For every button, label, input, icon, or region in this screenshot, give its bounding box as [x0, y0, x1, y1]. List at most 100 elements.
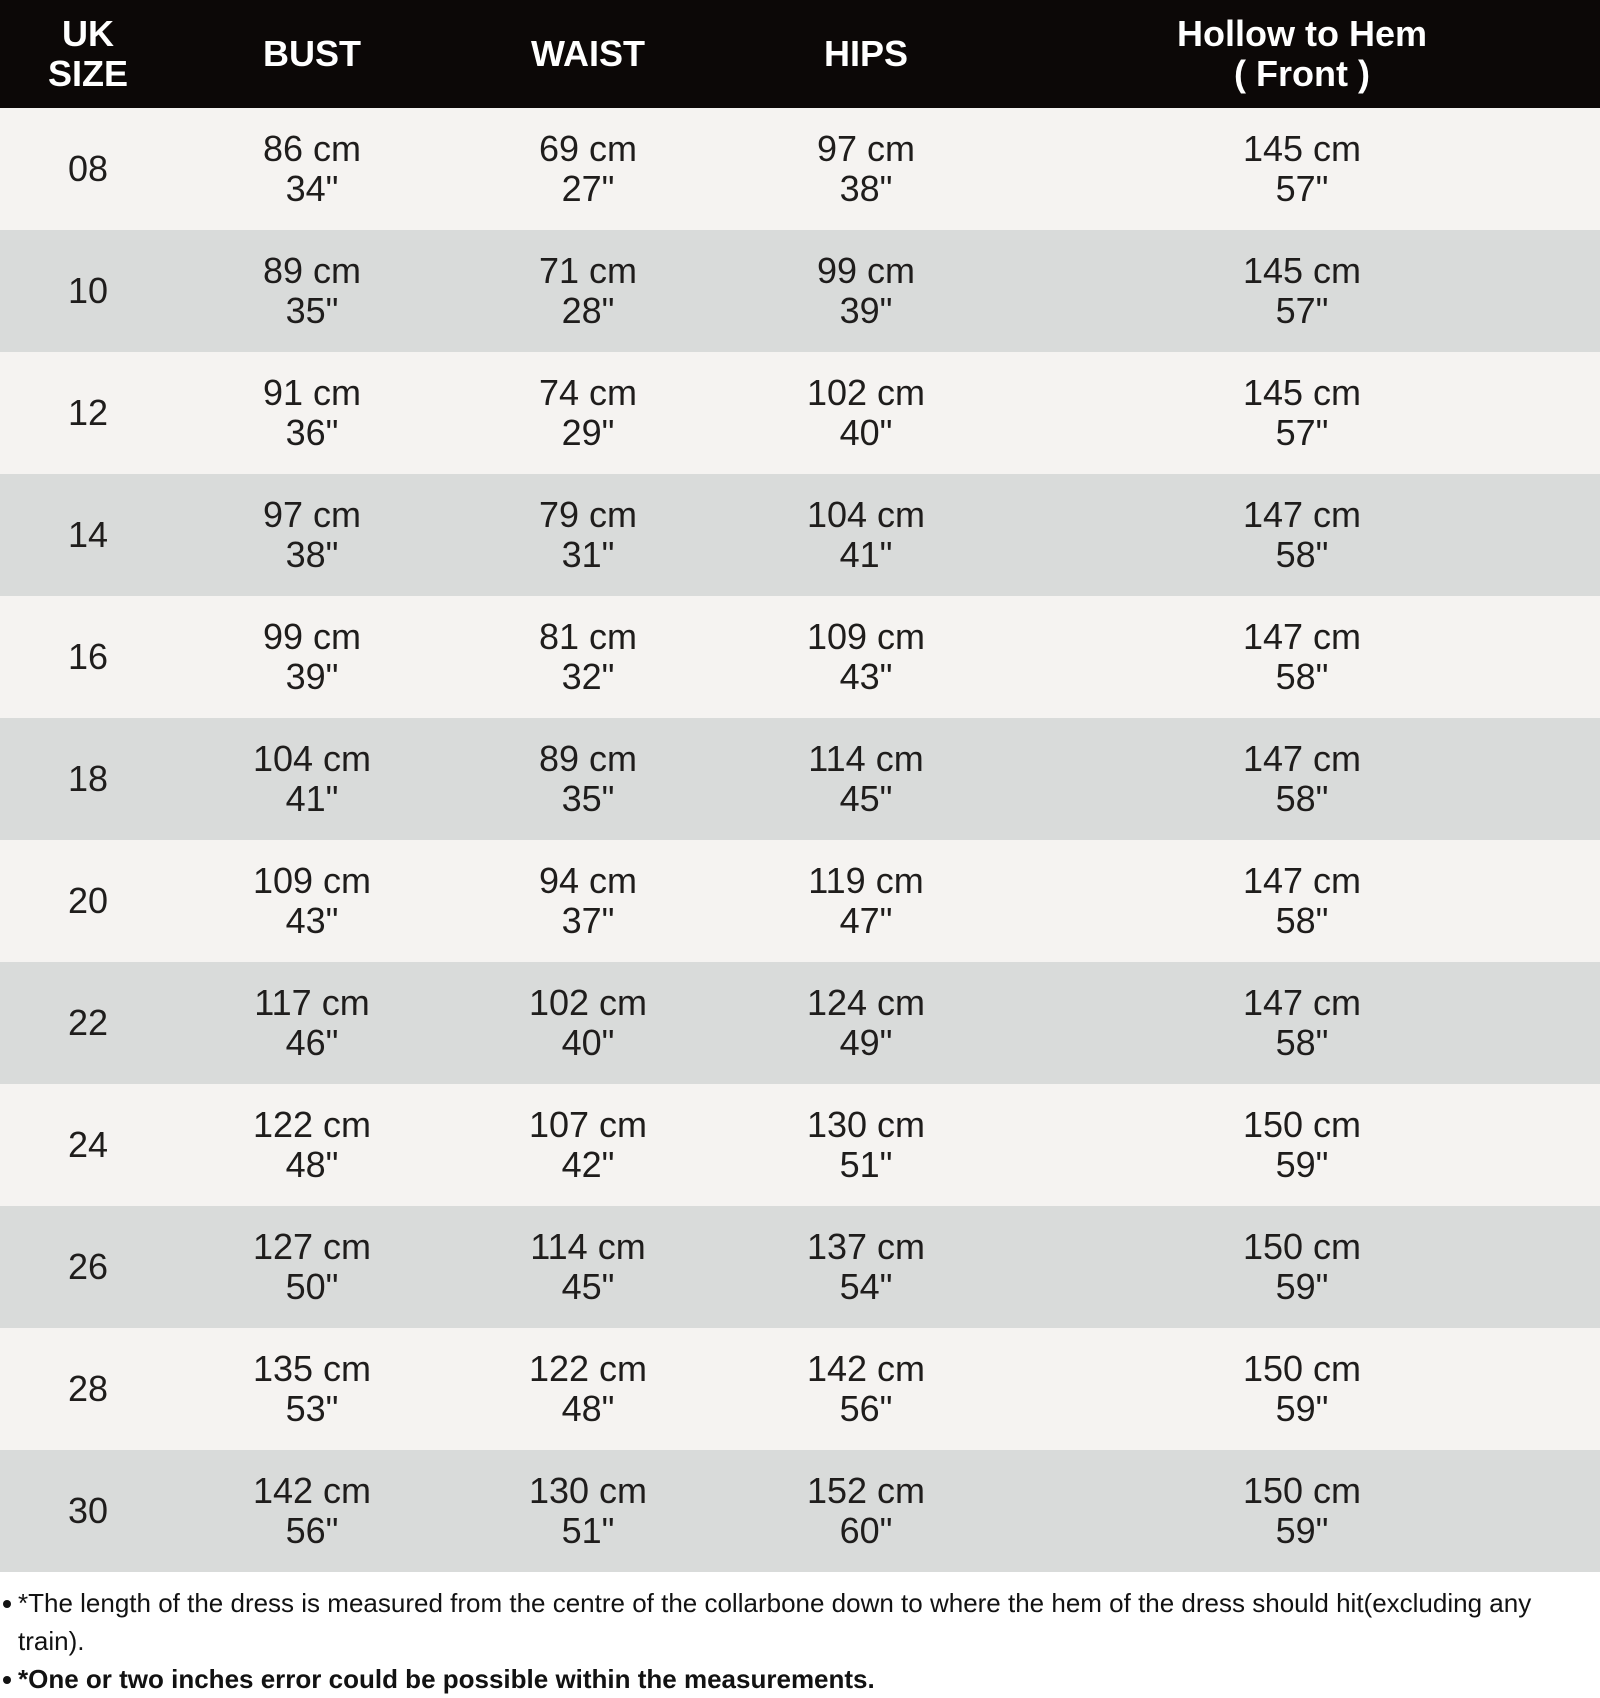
cell-bust: 127 cm 50" [176, 1206, 448, 1328]
cell-line: 16 [67, 636, 109, 677]
cell-line: 130 cm [806, 1104, 926, 1145]
cell-line: 109 cm [252, 860, 372, 901]
cell-line: 86 cm [262, 128, 362, 169]
cell-line: 35" [285, 290, 339, 331]
table-row: 12 91 cm 36" 74 cm 29" 102 cm 40" 145 cm 57" [0, 352, 1600, 474]
cell-line: 35" [561, 778, 615, 819]
cell-line: 58" [1275, 778, 1329, 819]
cell-hollow-to-hem: 147 cm 58" [1004, 474, 1600, 596]
cell-line: 147 cm [1242, 860, 1362, 901]
cell-line: 150 cm [1242, 1348, 1362, 1389]
cell-bust: 97 cm 38" [176, 474, 448, 596]
cell-line: 26 [67, 1246, 109, 1287]
cell-line: 99 cm [262, 616, 362, 657]
cell-line: 71 cm [538, 250, 638, 291]
cell-line: 109 cm [806, 616, 926, 657]
cell-waist: 102 cm 40" [448, 962, 728, 1084]
cell-hollow-to-hem: 145 cm 57" [1004, 230, 1600, 352]
cell-line: 38" [285, 534, 339, 575]
cell-bust: 86 cm 34" [176, 108, 448, 230]
cell-line: 49" [839, 1022, 893, 1063]
cell-line: 142 cm [806, 1348, 926, 1389]
cell-line: 29" [561, 412, 615, 453]
cell-waist: 107 cm 42" [448, 1084, 728, 1206]
cell-line: 145 cm [1242, 128, 1362, 169]
cell-uk-size: 14 [0, 474, 176, 596]
cell-line: 14 [67, 514, 109, 555]
cell-line: 147 cm [1242, 982, 1362, 1023]
cell-line: 27" [561, 168, 615, 209]
cell-hollow-to-hem: 147 cm 58" [1004, 718, 1600, 840]
cell-line: 31" [561, 534, 615, 575]
cell-hollow-to-hem: 147 cm 58" [1004, 840, 1600, 962]
cell-line: 124 cm [806, 982, 926, 1023]
cell-line: 150 cm [1242, 1104, 1362, 1145]
cell-line: 58" [1275, 656, 1329, 697]
cell-line: 57" [1275, 290, 1329, 331]
cell-line: 48" [561, 1388, 615, 1429]
size-chart-table: UK SIZE BUST WAIST HIPS Hollow to Hem( Front … [0, 0, 1600, 1572]
cell-hips: 119 cm 47" [728, 840, 1004, 962]
cell-bust: 104 cm 41" [176, 718, 448, 840]
cell-line: 30 [67, 1490, 109, 1531]
column-header-waist: WAIST [448, 0, 728, 108]
cell-uk-size: 24 [0, 1084, 176, 1206]
table-row: 08 86 cm 34" 69 cm 27" 97 cm 38" 145 cm 57" [0, 108, 1600, 230]
cell-hips: 152 cm 60" [728, 1450, 1004, 1572]
table-row: 22 117 cm 46" 102 cm 40" 124 cm 49" 147 cm 58" [0, 962, 1600, 1084]
cell-line: 57" [1275, 168, 1329, 209]
cell-line: 51" [561, 1510, 615, 1551]
cell-line: 152 cm [806, 1470, 926, 1511]
cell-line: 50" [285, 1266, 339, 1307]
cell-uk-size: 10 [0, 230, 176, 352]
cell-line: 51" [839, 1144, 893, 1185]
cell-line: 54" [839, 1266, 893, 1307]
cell-bust: 122 cm 48" [176, 1084, 448, 1206]
table-row: 28 135 cm 53" 122 cm 48" 142 cm 56" 150 cm 59" [0, 1328, 1600, 1450]
cell-line: 43" [839, 656, 893, 697]
cell-line: 58" [1275, 1022, 1329, 1063]
cell-line: 28" [561, 290, 615, 331]
cell-hollow-to-hem: 150 cm 59" [1004, 1328, 1600, 1450]
cell-uk-size: 18 [0, 718, 176, 840]
cell-line: 34" [285, 168, 339, 209]
cell-line: 104 cm [252, 738, 372, 779]
cell-waist: 79 cm 31" [448, 474, 728, 596]
cell-line: 10 [67, 270, 109, 311]
table-row: 26 127 cm 50" 114 cm 45" 137 cm 54" 150 cm 59" [0, 1206, 1600, 1328]
cell-hips: 97 cm 38" [728, 108, 1004, 230]
cell-line: 43" [285, 900, 339, 941]
cell-line: 114 cm [530, 1226, 646, 1267]
cell-bust: 109 cm 43" [176, 840, 448, 962]
cell-line: 147 cm [1242, 494, 1362, 535]
cell-waist: 94 cm 37" [448, 840, 728, 962]
cell-line: 97 cm [262, 494, 362, 535]
cell-line: 150 cm [1242, 1226, 1362, 1267]
cell-uk-size: 08 [0, 108, 176, 230]
cell-line: 142 cm [252, 1470, 372, 1511]
cell-line: 12 [67, 392, 109, 433]
cell-waist: 81 cm 32" [448, 596, 728, 718]
cell-line: 99 cm [816, 250, 916, 291]
cell-line: 59" [1275, 1144, 1329, 1185]
cell-line: 79 cm [538, 494, 638, 535]
cell-uk-size: 20 [0, 840, 176, 962]
cell-line: 94 cm [538, 860, 638, 901]
column-header-line: ( Front ) [1234, 53, 1370, 94]
cell-hips: 137 cm 54" [728, 1206, 1004, 1328]
cell-line: 74 cm [538, 372, 638, 413]
cell-line: 114 cm [808, 738, 924, 779]
cell-line: 20 [67, 880, 109, 921]
cell-hips: 130 cm 51" [728, 1084, 1004, 1206]
bullet-dot-icon [3, 1676, 11, 1684]
cell-hips: 104 cm 41" [728, 474, 1004, 596]
cell-line: 45" [561, 1266, 615, 1307]
cell-line: 89 cm [262, 250, 362, 291]
cell-line: 39" [285, 656, 339, 697]
cell-hollow-to-hem: 150 cm 59" [1004, 1084, 1600, 1206]
column-header-bust: BUST [176, 0, 448, 108]
table-row: 16 99 cm 39" 81 cm 32" 109 cm 43" 147 cm 58" [0, 596, 1600, 718]
cell-line: 41" [285, 778, 339, 819]
cell-waist: 114 cm 45" [448, 1206, 728, 1328]
